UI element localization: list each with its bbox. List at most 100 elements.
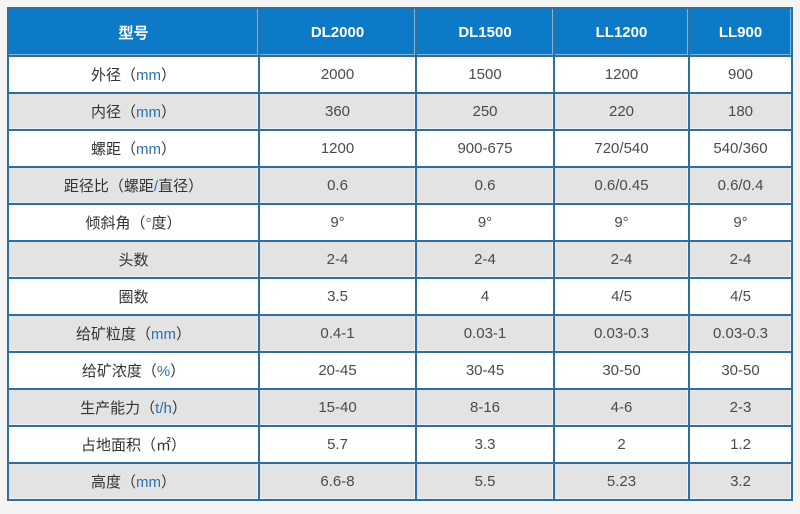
spec-value: 4 <box>415 277 555 316</box>
spec-value: 0.03-0.3 <box>553 314 690 353</box>
spec-value: 30-45 <box>415 351 555 390</box>
row-label-post: ） <box>161 141 177 158</box>
table-row: 给矿粒度（mm） 0.4-1 0.03-1 0.03-0.3 0.03-0.3 <box>7 314 793 353</box>
row-label: 外径（mm） <box>7 55 260 94</box>
row-label-ascii: t/h <box>155 400 172 417</box>
row-label-ascii: mm <box>151 326 176 343</box>
row-label-pre: 给矿粒度（ <box>75 326 151 343</box>
spec-value: 0.6 <box>258 166 417 205</box>
spec-value: 30-50 <box>688 351 793 390</box>
row-label-ascii: mm <box>136 474 161 491</box>
spec-value: 1200 <box>258 129 417 168</box>
spec-value: 5.5 <box>415 462 555 501</box>
spec-value: 900-675 <box>415 129 555 168</box>
row-label: 距径比（螺距/直径） <box>7 166 260 205</box>
spec-value: 8-16 <box>415 388 555 427</box>
table-row: 倾斜角（°度） 9° 9° 9° 9° <box>7 203 793 242</box>
spec-value: 3.5 <box>258 277 417 316</box>
row-label-pre: 倾斜角（ <box>85 215 146 232</box>
table-row: 内径（mm） 360 250 220 180 <box>7 92 793 131</box>
spec-value: 540/360 <box>688 129 793 168</box>
spec-value: 3.2 <box>688 462 793 501</box>
row-label-pre: 螺距（ <box>90 141 136 158</box>
spec-value: 1500 <box>415 55 555 94</box>
spec-value: 30-50 <box>553 351 690 390</box>
row-label-pre: 内径（ <box>90 104 136 121</box>
row-label: 倾斜角（°度） <box>7 203 260 242</box>
table-row: 圈数 3.5 4 4/5 4/5 <box>7 277 793 316</box>
spec-value: 2 <box>553 425 690 464</box>
row-label: 给矿粒度（mm） <box>7 314 260 353</box>
spec-value: 360 <box>258 92 417 131</box>
row-label-post: ） <box>161 104 177 121</box>
spec-value: 2-4 <box>415 240 555 279</box>
row-label-ascii: % <box>156 363 171 380</box>
spec-value: 4/5 <box>688 277 793 316</box>
row-label: 圈数 <box>7 277 260 316</box>
spec-value: 180 <box>688 92 793 131</box>
spec-value: 900 <box>688 55 793 94</box>
spec-value: 15-40 <box>258 388 417 427</box>
row-label-post: ） <box>170 363 186 380</box>
row-label-pre: 高度（ <box>90 474 136 491</box>
spec-value: 9° <box>415 203 555 242</box>
spec-value: 720/540 <box>553 129 690 168</box>
row-label-pre: 占地面积（㎡） <box>80 437 186 454</box>
row-label: 生产能力（t/h） <box>7 388 260 427</box>
spec-value: 0.03-0.3 <box>688 314 793 353</box>
table-row: 占地面积（㎡） 5.7 3.3 2 1.2 <box>7 425 793 464</box>
table-row: 高度（mm） 6.6-8 5.5 5.23 3.2 <box>7 462 793 501</box>
spec-value: 250 <box>415 92 555 131</box>
model-column-header: 型号 <box>7 7 260 57</box>
table-row: 给矿浓度（%） 20-45 30-45 30-50 30-50 <box>7 351 793 390</box>
row-label-post: ） <box>161 474 177 491</box>
row-label: 高度（mm） <box>7 462 260 501</box>
spec-value: 1.2 <box>688 425 793 464</box>
model-header: DL1500 <box>415 7 555 57</box>
row-label-post: ） <box>171 400 187 417</box>
spec-value: 5.7 <box>258 425 417 464</box>
row-label: 螺距（mm） <box>7 129 260 168</box>
spec-value: 0.6/0.45 <box>553 166 690 205</box>
spec-value: 2-4 <box>258 240 417 279</box>
spec-value: 2-4 <box>688 240 793 279</box>
spec-value: 2-4 <box>553 240 690 279</box>
row-label: 给矿浓度（%） <box>7 351 260 390</box>
row-label-pre: 距径比（螺距 <box>63 178 154 195</box>
table-header-row: 型号 DL2000 DL1500 LL1200 LL900 <box>7 7 793 57</box>
spec-value: 3.3 <box>415 425 555 464</box>
model-header: DL2000 <box>258 7 417 57</box>
row-label-pre: 头数 <box>118 252 149 269</box>
spec-value: 9° <box>553 203 690 242</box>
spec-value: 0.6/0.4 <box>688 166 793 205</box>
row-label-post: ） <box>176 326 192 343</box>
table-row: 距径比（螺距/直径） 0.6 0.6 0.6/0.45 0.6/0.4 <box>7 166 793 205</box>
row-label-ascii: mm <box>136 141 161 158</box>
row-label-pre: 圈数 <box>118 289 149 306</box>
row-label-pre: 给矿浓度（ <box>81 363 157 380</box>
model-header: LL900 <box>688 7 793 57</box>
spec-value: 20-45 <box>258 351 417 390</box>
spec-value: 9° <box>258 203 417 242</box>
spec-table: 型号 DL2000 DL1500 LL1200 LL900 外径（mm） 2000 1500… <box>7 7 793 501</box>
row-label: 内径（mm） <box>7 92 260 131</box>
row-label-ascii: mm <box>136 67 161 84</box>
row-label-ascii: mm <box>136 104 161 121</box>
table-row: 外径（mm） 2000 1500 1200 900 <box>7 55 793 94</box>
row-label: 头数 <box>7 240 260 279</box>
row-label-pre: 外径（ <box>90 67 136 84</box>
spec-value: 0.4-1 <box>258 314 417 353</box>
spec-value: 6.6-8 <box>258 462 417 501</box>
spec-value: 0.6 <box>415 166 555 205</box>
spec-value: 2-3 <box>688 388 793 427</box>
row-label-ascii: / <box>153 178 159 195</box>
spec-value: 4/5 <box>553 277 690 316</box>
table-row: 生产能力（t/h） 15-40 8-16 4-6 2-3 <box>7 388 793 427</box>
row-label-post: 直径） <box>158 178 204 195</box>
row-label-post: ） <box>161 67 177 84</box>
spec-value: 0.03-1 <box>415 314 555 353</box>
spec-value: 5.23 <box>553 462 690 501</box>
row-label-ascii: ° <box>145 215 152 232</box>
spec-value: 220 <box>553 92 690 131</box>
table-row: 头数 2-4 2-4 2-4 2-4 <box>7 240 793 279</box>
